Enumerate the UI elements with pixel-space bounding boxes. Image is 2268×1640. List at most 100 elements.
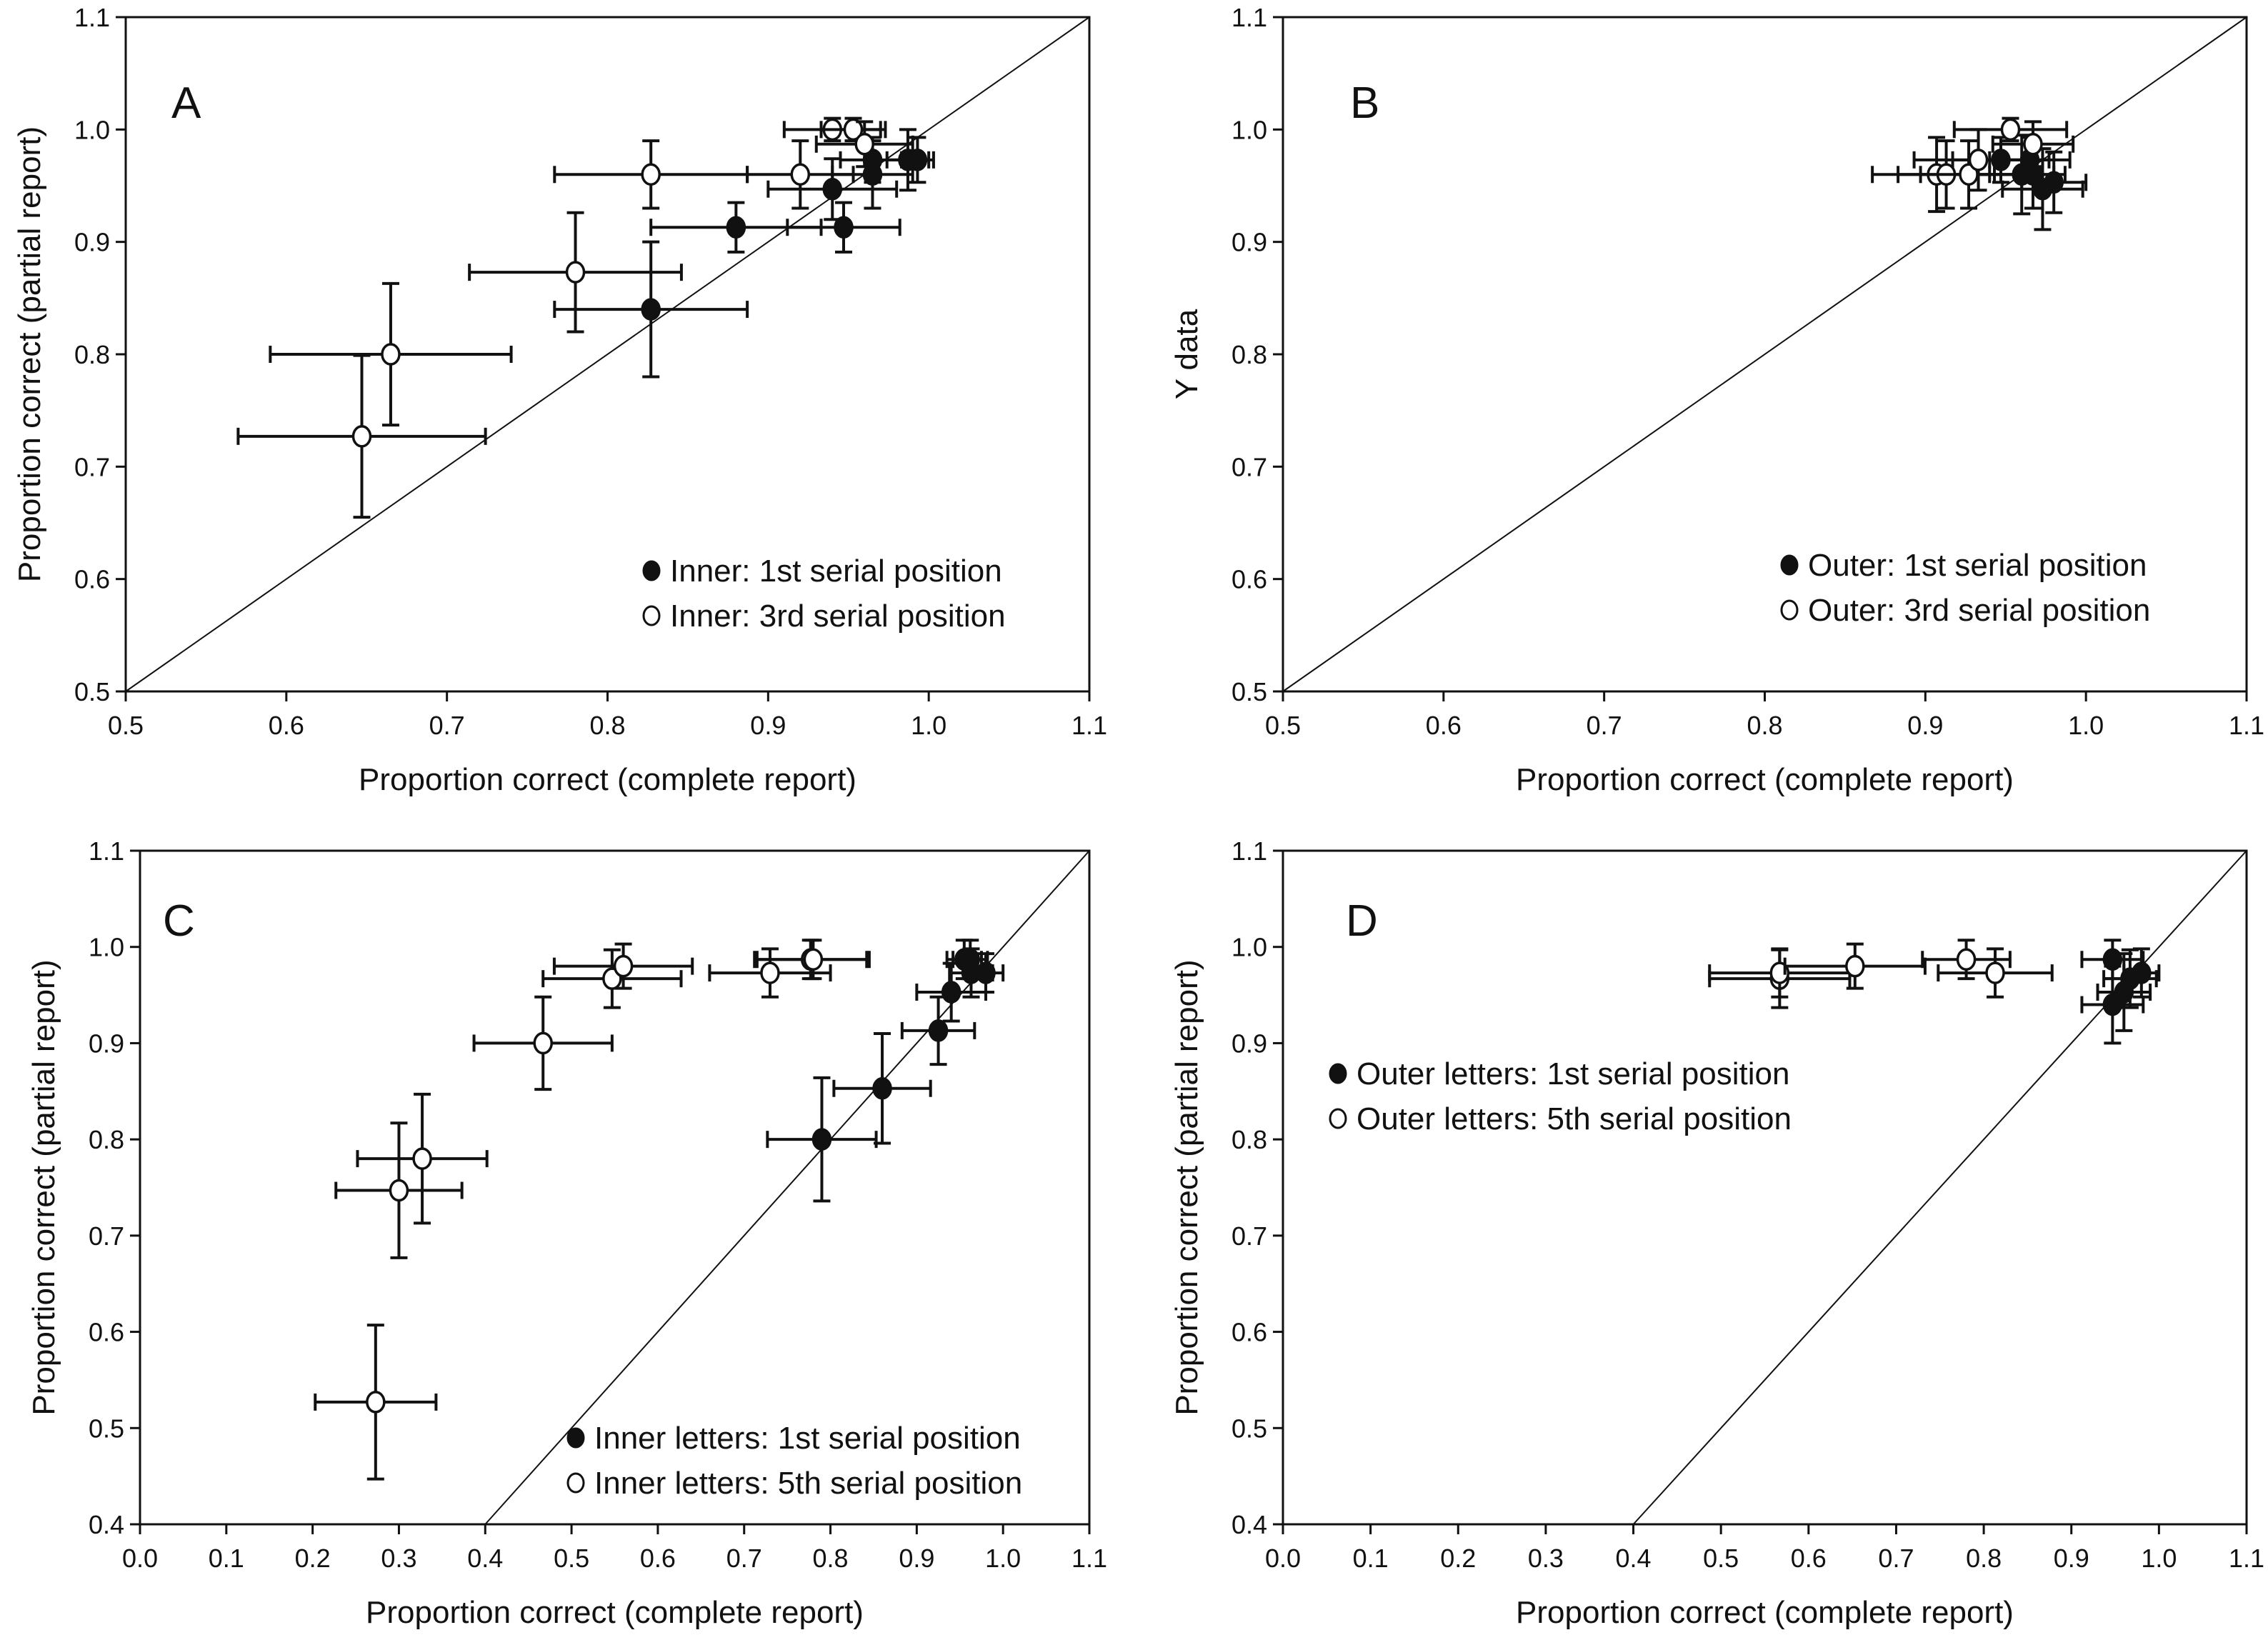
x-tick-label: 1.1 bbox=[1071, 711, 1107, 740]
data-point bbox=[269, 281, 513, 427]
data-point bbox=[1783, 942, 1927, 990]
data-point bbox=[766, 1076, 878, 1203]
series-open bbox=[1708, 939, 2054, 1009]
x-tick-label: 0.6 bbox=[1426, 711, 1462, 740]
y-tick-label: 0.8 bbox=[74, 340, 110, 369]
data-point bbox=[1708, 947, 1852, 999]
x-tick-label: 1.1 bbox=[1071, 1544, 1107, 1573]
y-tick-label: 0.4 bbox=[89, 1510, 124, 1539]
y-tick-label: 0.8 bbox=[1232, 1125, 1267, 1154]
x-tick-label: 0.2 bbox=[1440, 1544, 1476, 1573]
data-point bbox=[819, 116, 887, 143]
legend-entry: Outer letters: 5th serial position bbox=[1357, 1101, 1792, 1136]
marker bbox=[760, 961, 780, 984]
plot-frame bbox=[1282, 849, 2248, 1526]
data-point bbox=[1952, 116, 2069, 143]
y-tick-label: 1.1 bbox=[1232, 3, 1267, 32]
series-filled bbox=[2080, 939, 2161, 1045]
x-axis-label: Proportion correct (complete report) bbox=[1516, 762, 2014, 797]
marker bbox=[803, 948, 824, 971]
data-point bbox=[755, 939, 871, 981]
panel-c: 0.0 0.1 0.2 0.3 0.4 0.5 0.6 0.7 0.8 0.9 1.0 1.1 0.4 0… bbox=[26, 836, 1107, 1630]
y-tick-label: 0.6 bbox=[74, 565, 110, 594]
data-point bbox=[2080, 939, 2145, 981]
y-tick-label: 0.7 bbox=[74, 452, 110, 481]
x-tick-label: 1.0 bbox=[2068, 711, 2104, 740]
data-point bbox=[1991, 120, 2075, 169]
y-axis-label: Y data bbox=[1169, 309, 1204, 399]
y-axis-label: Proportion correct (partial report) bbox=[1169, 959, 1204, 1415]
x-tick-label: 0.5 bbox=[554, 1544, 589, 1573]
data-point bbox=[708, 947, 832, 999]
marker bbox=[1985, 961, 2005, 984]
data-point bbox=[1937, 947, 2054, 999]
y-tick-label: 0.5 bbox=[74, 677, 110, 706]
series-filled bbox=[766, 939, 1005, 1203]
y-tick-label: 0.5 bbox=[1232, 1414, 1267, 1443]
identity-line bbox=[125, 16, 1090, 692]
data-point bbox=[766, 157, 899, 221]
x-tick-label: 0.9 bbox=[750, 711, 786, 740]
marker bbox=[2023, 133, 2043, 156]
x-tick-label: 0.7 bbox=[1587, 711, 1622, 740]
legend-marker bbox=[1329, 1063, 1347, 1084]
x-tick-label: 0.8 bbox=[813, 1544, 849, 1573]
data-point bbox=[472, 995, 614, 1091]
x-tick-label: 0.3 bbox=[381, 1544, 416, 1573]
x-tick-label: 0.9 bbox=[899, 1544, 934, 1573]
x-tick-label: 0.4 bbox=[1616, 1544, 1652, 1573]
marker bbox=[843, 118, 864, 141]
panel-b: 0.5 0.6 0.7 0.8 0.9 1.0 1.1 0.5 0.6 0.7 0.8 0.9 1.0 1… bbox=[1169, 3, 2264, 797]
marker bbox=[2000, 118, 2021, 141]
panel-label: D bbox=[1346, 896, 1378, 946]
legend-marker bbox=[642, 560, 661, 581]
legend-marker bbox=[566, 1427, 585, 1449]
x-axis-label: Proportion correct (complete report) bbox=[359, 762, 856, 797]
y-tick-label: 0.7 bbox=[1232, 1221, 1267, 1251]
marker bbox=[565, 261, 586, 284]
marker bbox=[834, 216, 854, 239]
y-tick-label: 0.8 bbox=[1232, 340, 1267, 369]
y-tick-label: 1.1 bbox=[74, 3, 110, 32]
data-point bbox=[786, 201, 901, 254]
panel-label: A bbox=[171, 79, 201, 128]
data-point bbox=[2122, 947, 2161, 999]
x-tick-label: 0.9 bbox=[2054, 1544, 2089, 1573]
x-tick-label: 0.5 bbox=[1265, 711, 1301, 740]
y-tick-label: 0.6 bbox=[1232, 1318, 1267, 1347]
marker bbox=[790, 163, 811, 186]
legend-entry: Outer: 1st serial position bbox=[1808, 548, 2147, 583]
x-tick-label: 0.6 bbox=[1791, 1544, 1827, 1573]
identity-line bbox=[1632, 850, 2247, 1525]
marker bbox=[1968, 149, 1989, 171]
x-tick-label: 0.1 bbox=[209, 1544, 244, 1573]
x-tick-label: 0.9 bbox=[1907, 711, 1943, 740]
y-tick-label: 0.9 bbox=[74, 228, 110, 257]
marker bbox=[726, 216, 746, 239]
data-point bbox=[334, 1121, 464, 1259]
data-point bbox=[746, 139, 855, 210]
x-tick-label: 0.7 bbox=[726, 1544, 762, 1573]
y-tick-label: 1.0 bbox=[74, 115, 110, 144]
series-open bbox=[314, 939, 871, 1481]
x-tick-label: 0.5 bbox=[108, 711, 144, 740]
x-tick-label: 0.7 bbox=[1878, 1544, 1914, 1573]
marker bbox=[1956, 948, 1977, 971]
x-tick-label: 1.0 bbox=[911, 711, 946, 740]
marker bbox=[533, 1031, 553, 1055]
legend-entry: Inner: 3rd serial position bbox=[670, 599, 1006, 634]
y-tick-label: 0.5 bbox=[1232, 677, 1267, 706]
marker bbox=[854, 133, 874, 156]
series-filled bbox=[553, 128, 935, 379]
plot-frame bbox=[139, 849, 1091, 1526]
data-point bbox=[899, 136, 935, 184]
x-axis-label: Proportion correct (complete report) bbox=[1516, 1595, 2014, 1630]
marker bbox=[641, 298, 661, 321]
panel-label: B bbox=[1350, 79, 1379, 128]
data-point bbox=[832, 1031, 932, 1145]
y-tick-label: 0.7 bbox=[89, 1221, 124, 1251]
data-point bbox=[553, 240, 749, 379]
x-tick-label: 0.3 bbox=[1528, 1544, 1564, 1573]
y-tick-label: 0.7 bbox=[1232, 452, 1267, 481]
y-tick-label: 0.6 bbox=[89, 1318, 124, 1347]
